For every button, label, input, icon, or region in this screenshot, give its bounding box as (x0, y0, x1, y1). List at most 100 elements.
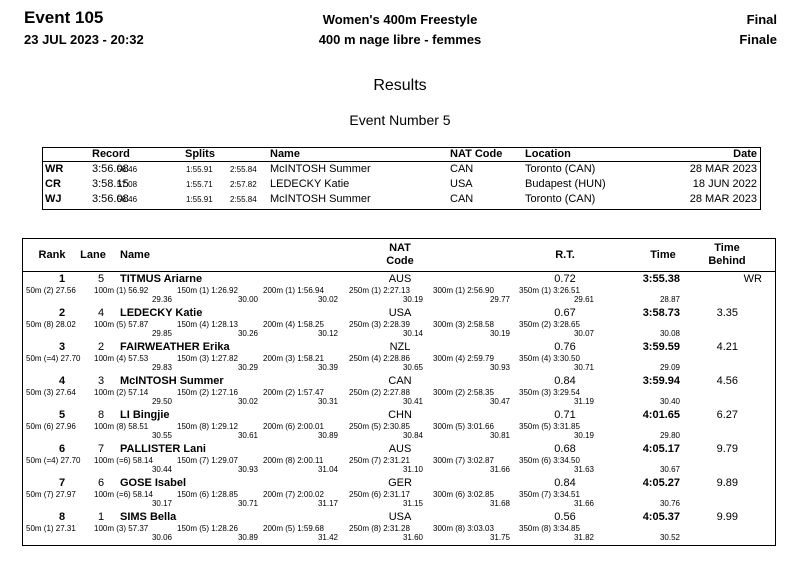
split: 300m (2) 2:58.35 (433, 388, 494, 397)
record-code: CR (45, 178, 61, 190)
lap: 30.52 (659, 533, 680, 542)
split: 100m (=6) 58.14 (94, 456, 153, 465)
split: 50m (8) 28.02 (26, 320, 76, 329)
round: Final (746, 12, 777, 27)
lap: 30.19 (573, 431, 594, 440)
rank: 2 (58, 307, 66, 319)
header-behind: Time (714, 242, 740, 254)
final-time: 4:01.65 (642, 409, 680, 421)
lane: 2 (97, 341, 105, 353)
record-split: 2:57.82 (230, 180, 257, 189)
athlete-name: McINTOSH Summer (120, 375, 224, 387)
lap: 30.93 (237, 465, 258, 474)
record-location: Toronto (CAN) (525, 193, 596, 205)
record-time: 3:56.08 (92, 193, 129, 205)
lane: 1 (97, 511, 105, 523)
final-time: 3:58.73 (642, 307, 680, 319)
split: 150m (4) 1:28.13 (177, 320, 238, 329)
nat: USA (388, 307, 412, 319)
lap: 30.29 (237, 363, 258, 372)
split: 100m (8) 58.51 (94, 422, 149, 431)
split: 250m (6) 2:31.17 (349, 490, 410, 499)
lane: 6 (97, 477, 105, 489)
reaction-time: 0.71 (554, 409, 576, 421)
lap: 30.84 (402, 431, 423, 440)
split: 300m (1) 2:56.90 (433, 286, 494, 295)
lap: 30.61 (237, 431, 258, 440)
split: 200m (6) 2:00.01 (263, 422, 324, 431)
event: Event 105 (24, 8, 104, 27)
athlete-name: LI Bingjie (120, 409, 170, 421)
rank: 3 (58, 341, 66, 353)
reaction-time: 0.67 (554, 307, 576, 319)
lap: 30.71 (237, 499, 258, 508)
reaction-time: 0.84 (554, 477, 576, 489)
lane: 5 (97, 273, 105, 285)
lap: 29.85 (151, 329, 172, 338)
lap: 30.12 (317, 329, 338, 338)
record-header: Name (270, 148, 300, 160)
records-rule (42, 161, 761, 162)
split: 350m (3) 3:29.54 (519, 388, 580, 397)
split: 350m (7) 3:34.51 (519, 490, 580, 499)
athlete-name: FAIRWEATHER Erika (120, 341, 230, 353)
record-header: Splits (185, 148, 215, 160)
header-lane: Lane (80, 249, 106, 261)
split: 150m (1) 1:26.92 (177, 286, 238, 295)
split: 200m (8) 2:00.11 (263, 456, 324, 465)
reaction-time: 0.84 (554, 375, 576, 387)
athlete-name: TITMUS Ariarne (120, 273, 203, 285)
lap: 30.89 (317, 431, 338, 440)
lane: 4 (97, 307, 105, 319)
nat: NZL (389, 341, 411, 353)
lap: 30.00 (237, 295, 258, 304)
split: 200m (1) 1:56.94 (263, 286, 324, 295)
split: 100m (4) 57.53 (94, 354, 149, 363)
header-name: Name (120, 249, 150, 261)
lap: 30.19 (489, 329, 510, 338)
split: 300m (8) 3:03.03 (433, 524, 494, 533)
record-location: Budapest (HUN) (525, 178, 606, 190)
split: 50m (=4) 27.70 (26, 354, 81, 363)
lap: 31.82 (573, 533, 594, 542)
record-header: Date (733, 148, 757, 160)
split: 350m (8) 3:34.85 (519, 524, 580, 533)
final-time: 3:55.38 (642, 273, 680, 285)
lap: 30.08 (659, 329, 680, 338)
lane: 8 (97, 409, 105, 421)
split: 50m (7) 27.97 (26, 490, 76, 499)
lap: 29.50 (151, 397, 172, 406)
lap: 29.09 (659, 363, 680, 372)
record-name: McINTOSH Summer (270, 193, 371, 205)
record-date: 18 JUN 2022 (692, 178, 757, 190)
lap: 31.15 (402, 499, 423, 508)
split: 100m (1) 56.92 (94, 286, 149, 295)
header-rank: Rank (38, 249, 66, 261)
record-time: 3:56.08 (92, 163, 129, 175)
reaction-time: 0.76 (554, 341, 576, 353)
lap: 31.19 (573, 397, 594, 406)
split: 250m (4) 2:28.86 (349, 354, 410, 363)
nat: GER (388, 477, 412, 489)
split: 50m (1) 27.31 (26, 524, 76, 533)
lap: 29.83 (151, 363, 172, 372)
lap: 31.68 (489, 499, 510, 508)
record-split: 56.46 (117, 195, 138, 204)
split: 250m (8) 2:31.28 (349, 524, 410, 533)
final-time: 4:05.17 (642, 443, 680, 455)
split: 350m (5) 3:31.85 (519, 422, 580, 431)
lap: 30.39 (317, 363, 338, 372)
split: 300m (6) 3:02.85 (433, 490, 494, 499)
rank: 6 (58, 443, 66, 455)
split: 100m (3) 57.37 (94, 524, 149, 533)
time-behind: 3.35 (716, 307, 738, 319)
split: 50m (=4) 27.70 (26, 456, 81, 465)
split: 350m (2) 3:28.65 (519, 320, 580, 329)
rank: 4 (58, 375, 66, 387)
lap: 30.71 (573, 363, 594, 372)
split: 200m (4) 1:58.25 (263, 320, 324, 329)
time-behind: 9.89 (716, 477, 738, 489)
lap: 30.31 (317, 397, 338, 406)
split: 100m (=6) 58.14 (94, 490, 153, 499)
lap: 31.75 (489, 533, 510, 542)
